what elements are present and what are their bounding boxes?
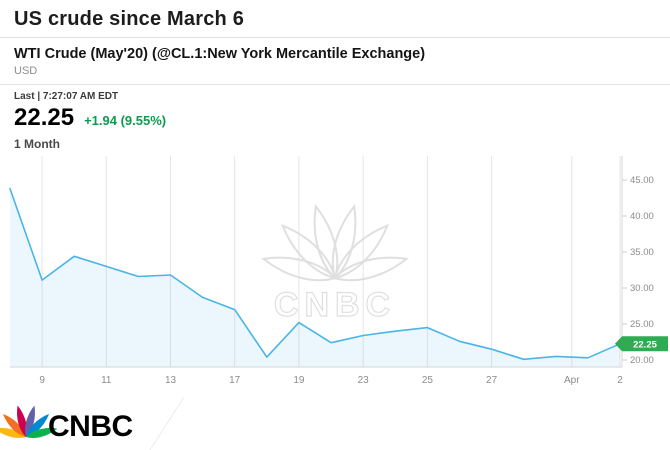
price-tag-shape [615,336,668,352]
x-axis-label: 9 [39,375,45,386]
price-area-fill [10,188,620,367]
last-price: 22.25 [14,104,75,131]
y-axis-label: 25.00 [630,319,654,330]
x-axis-label: Apr [564,375,580,386]
x-axis-label: 27 [486,375,498,386]
footer: CNBC [0,397,185,450]
watermark-text: CNBC [274,286,396,324]
footer-logo-text: CNBC [48,410,133,443]
x-axis-labels: 9 11 13 17 19 23 25 27 Apr 2 [39,375,623,386]
header: US crude since March 6 [0,0,670,38]
y-axis-label: 40.00 [630,211,654,222]
price-chart: CNBC 9 11 13 17 19 23 25 27 Apr 2 45.00 40.00 35.00… [9,156,668,386]
cnbc-logo: CNBC [0,404,133,443]
x-axis-label: 19 [293,375,305,386]
instrument-block: WTI Crude (May'20) (@CL.1:New York Merca… [0,38,670,85]
last-timestamp: Last | 7:27:07 AM EDT [14,91,119,102]
cnbc-watermark: CNBC [260,203,410,325]
range-label: 1 Month [14,137,60,151]
y-axis-label: 20.00 [630,355,654,366]
x-axis-label: 2 [617,375,623,386]
x-axis-label: 25 [422,375,434,386]
x-axis-label: 11 [101,375,112,386]
currency-label: USD [14,65,38,77]
quote-block: Last | 7:27:07 AM EDT 22.25 +1.94 (9.55%… [0,85,670,151]
x-axis-label: 23 [358,375,370,386]
page-title: US crude since March 6 [14,8,245,30]
instrument-name: WTI Crude (May'20) (@CL.1:New York Merca… [14,46,426,62]
price-row: 22.25 +1.94 (9.55%) [14,104,656,132]
x-axis-label: 17 [229,375,241,386]
footer-diagonal-divider [149,397,185,450]
y-axis-label: 35.00 [630,247,654,258]
y-axis-label: 45.00 [630,175,654,186]
last-price-tag: 22.25 [615,336,668,352]
price-line [9,187,621,361]
y-axis-label: 30.00 [630,283,654,294]
y-axis-labels: 45.00 40.00 35.00 30.00 25.00 20.00 [622,175,654,366]
price-change: +1.94 (9.55%) [84,113,167,128]
x-axis-label: 13 [165,375,177,386]
price-tag-value: 22.25 [633,339,657,350]
